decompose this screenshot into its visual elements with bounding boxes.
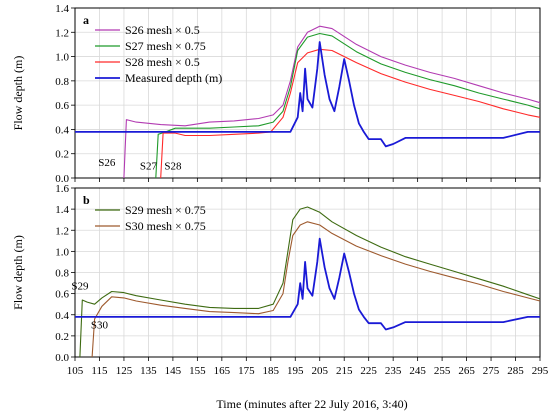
y-tick-label: 0.4 — [55, 124, 69, 136]
x-tick-label: 245 — [409, 365, 426, 377]
x-tick-label: 125 — [116, 365, 133, 377]
series-annotation-s30: S30 — [91, 319, 109, 331]
x-tick-label: 265 — [458, 365, 475, 377]
series-line-measured — [75, 237, 540, 331]
x-tick-label: 145 — [165, 365, 182, 377]
legend-label-s26: S26 mesh × 0.5 — [125, 23, 200, 37]
x-tick-label: 285 — [507, 365, 524, 377]
series-line-measured — [75, 41, 540, 148]
series-annotation-s28: S28 — [164, 161, 182, 173]
y-tick-label: 0.8 — [55, 268, 69, 280]
plot-frame — [74, 187, 541, 358]
x-tick-label: 215 — [336, 365, 353, 377]
x-tick-label: 115 — [91, 365, 108, 377]
y-axis-label: Flow depth (m) — [11, 56, 25, 131]
panel-a: 0.0 0.2 0.4 0.6 0.8 1.0 1.2 1.4 Flow depth (m) a S… — [11, 3, 541, 185]
y-tick-label: 1.6 — [55, 183, 69, 195]
y-tick-label: 1.2 — [55, 225, 69, 237]
plot-frame — [74, 7, 541, 179]
x-axis-label: Time (minutes after 22 July 2016, 3:40) — [216, 397, 407, 411]
x-tick-label: 165 — [214, 365, 231, 377]
y-tick-label: 0.0 — [55, 173, 69, 185]
y-tick-label: 1.4 — [55, 204, 69, 216]
x-tick-label: 295 — [532, 365, 549, 377]
y-tick-label: 0.8 — [55, 76, 69, 88]
x-tick-label: 275 — [483, 365, 500, 377]
legend-label-s29: S29 mesh × 0.75 — [125, 203, 206, 217]
y-tick-label: 1.2 — [55, 27, 69, 39]
panel-label: b — [83, 193, 90, 207]
x-tick-label: 255 — [434, 365, 451, 377]
series-line-s30 — [91, 221, 541, 358]
x-tick-label: 195 — [287, 365, 304, 377]
legend-label-s27: S27 mesh × 0.75 — [125, 39, 206, 53]
y-tick-label: 1.0 — [55, 52, 69, 64]
y-tick-label: 0.6 — [55, 289, 69, 301]
x-tick-label: 135 — [140, 365, 157, 377]
x-tick-label: 185 — [263, 365, 280, 377]
y-tick-label: 0.4 — [55, 310, 69, 322]
x-tick-label: 225 — [360, 365, 377, 377]
x-tick-label: 155 — [189, 365, 206, 377]
y-tick-label: 0.0 — [55, 352, 69, 364]
legend-label-measured: Measured depth (m) — [125, 71, 222, 85]
series-line-s26 — [123, 25, 541, 179]
y-tick-label: 0.2 — [55, 331, 69, 343]
x-tick-label: 235 — [385, 365, 402, 377]
legend-label-s28: S28 mesh × 0.5 — [125, 55, 200, 69]
series-annotation-s27: S27 — [140, 161, 158, 173]
series-annotation-s26: S26 — [98, 157, 116, 169]
y-tick-label: 1.4 — [55, 3, 69, 15]
y-axis-label: Flow depth (m) — [11, 235, 25, 310]
x-tick-label: 175 — [238, 365, 255, 377]
legend-label-s30: S30 mesh × 0.75 — [125, 219, 206, 233]
y-tick-label: 1.0 — [55, 246, 69, 258]
y-tick-label: 0.6 — [55, 100, 69, 112]
series-annotation-s29: S29 — [71, 280, 89, 292]
y-tick-label: 0.2 — [55, 149, 69, 161]
x-tick-label: 205 — [311, 365, 328, 377]
series-line-s29 — [79, 206, 541, 358]
panel-label: a — [83, 13, 89, 27]
series-line-s27 — [155, 32, 541, 179]
panel-b: 0.0 0.2 0.4 0.6 0.8 1.0 1.2 1.4 1.6 105 115 125 135 1… — [11, 183, 549, 377]
x-tick-label: 105 — [67, 365, 84, 377]
series-line-s28 — [160, 48, 541, 179]
